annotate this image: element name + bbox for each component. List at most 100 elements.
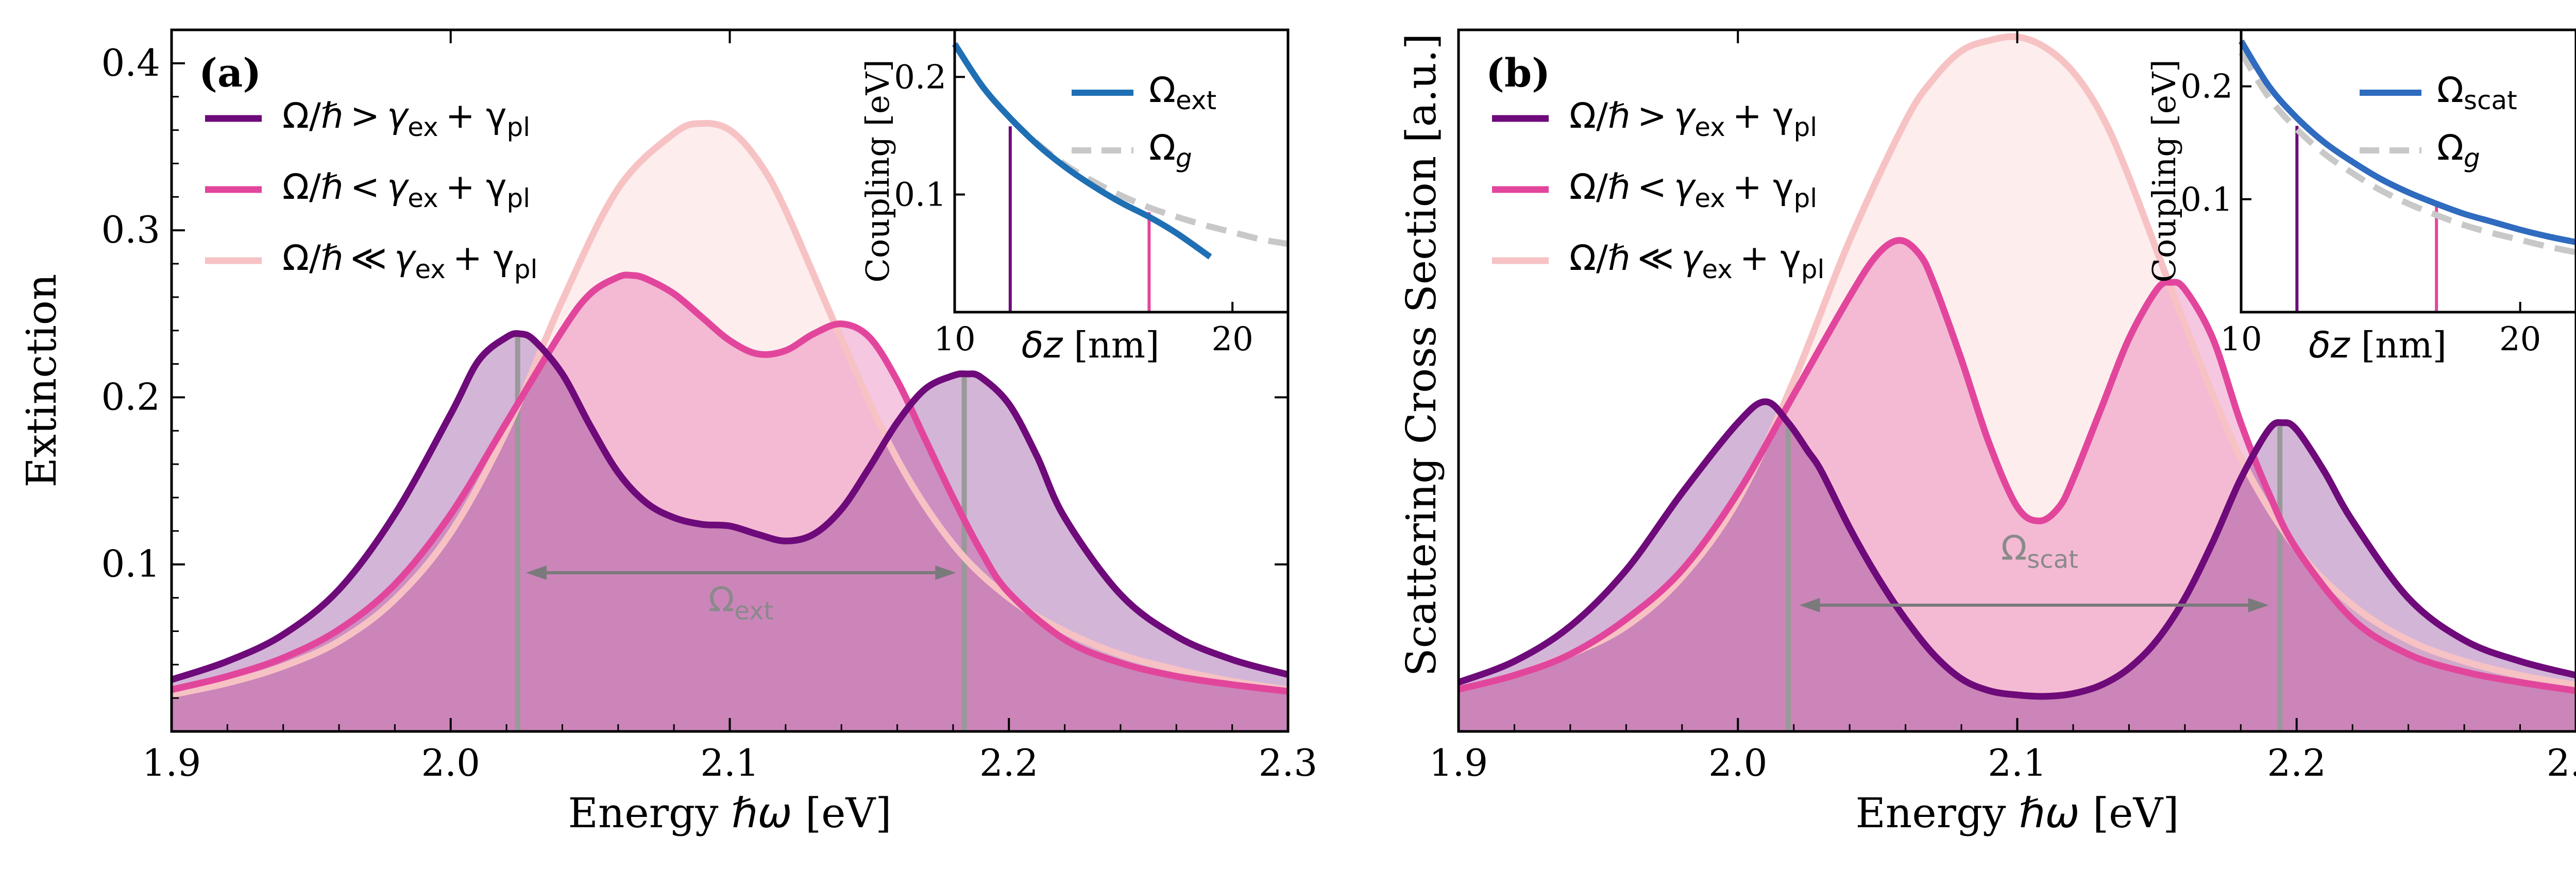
inset-x-axis-unit: [nm] bbox=[2350, 324, 2447, 366]
inset-x-tick-label: 20 bbox=[1211, 320, 1253, 358]
legend-sub1: ex bbox=[408, 112, 438, 142]
legend-relation: ≪ bbox=[350, 238, 387, 279]
legend-relation: > bbox=[1637, 96, 1667, 136]
panel-label: (a) bbox=[199, 50, 261, 96]
legend-relation: < bbox=[350, 167, 380, 208]
splitting-label: Ωscat bbox=[2001, 528, 2078, 574]
series-line-weak bbox=[171, 119, 1289, 698]
legend-sub1: ex bbox=[408, 183, 438, 213]
x-axis-label: Energy ℏω [eV] bbox=[1855, 789, 2179, 837]
x-tick-label: 2.3 bbox=[1259, 741, 1318, 784]
x-axis-label-symbol: ℏω bbox=[732, 789, 792, 837]
x-tick-label: 2.2 bbox=[979, 741, 1039, 784]
panel-label: (b) bbox=[1486, 50, 1550, 96]
legend-sub2: pl bbox=[514, 254, 538, 284]
legend-sub1: ex bbox=[1702, 254, 1732, 284]
legend-plus: + γ bbox=[1740, 238, 1801, 279]
legend-label-strong: Ω/ℏ > γex + γpl bbox=[1569, 96, 1817, 142]
inset-series-omega-main bbox=[952, 42, 1212, 260]
inset-legend-sub: g bbox=[2464, 143, 2480, 173]
legend-plus: + γ bbox=[446, 96, 507, 136]
panel-b: Ωscat 1.9 2.0 2.1 2.2 2.3 Energy ℏω [eV] Scatte… bbox=[1397, 28, 2576, 837]
legend-rhs: γ bbox=[387, 167, 410, 208]
x-axis-label-unit: [eV] bbox=[792, 789, 892, 837]
inset-x-axis-symbol: δz bbox=[2309, 324, 2351, 366]
inset-y-tick-label: 0.2 bbox=[894, 58, 946, 96]
inset-y-tick-label: 0.1 bbox=[894, 176, 946, 214]
splitting-arrow-head-left bbox=[526, 565, 547, 580]
legend-lhs: Ω/ℏ bbox=[1569, 96, 1630, 136]
inset-a: 10 20 0.1 0.2 δz [nm] Coupling [eV] Ωext Ωg bbox=[859, 28, 1290, 366]
x-axis-label-main: Energy bbox=[568, 789, 731, 837]
inset-y-axis-label: Coupling [eV] bbox=[859, 59, 896, 282]
inset-legend-sub: g bbox=[1176, 143, 1192, 173]
splitting-label-sub: ext bbox=[734, 597, 773, 626]
inset-frame bbox=[2240, 28, 2576, 314]
inset-legend-label: Ωext bbox=[1149, 70, 1216, 115]
series-line-intermediate bbox=[171, 271, 1289, 695]
legend-label-weak: Ω/ℏ ≪ γex + γpl bbox=[282, 238, 537, 284]
y-tick-label: 0.1 bbox=[101, 542, 160, 586]
area-weak bbox=[1459, 37, 2576, 731]
area-strong bbox=[172, 333, 1288, 731]
inset-x-axis-label: δz [nm] bbox=[1022, 324, 1160, 366]
inset-legend-main: Ω bbox=[2437, 70, 2464, 111]
y-tick-label: 0.3 bbox=[101, 208, 160, 251]
x-axis-label-unit: [eV] bbox=[2080, 789, 2179, 837]
area-weak bbox=[172, 123, 1288, 732]
legend-relation: < bbox=[1637, 167, 1667, 208]
x-tick-label: 1.9 bbox=[1429, 741, 1488, 784]
x-tick-label: 2.0 bbox=[421, 741, 480, 784]
series-line-strong bbox=[1457, 398, 2576, 700]
legend-sub1: ex bbox=[1694, 183, 1725, 213]
legend-rhs: γ bbox=[387, 96, 410, 136]
inset-legend-label: Ωscat bbox=[2437, 70, 2517, 115]
legend-relation: ≪ bbox=[1637, 238, 1674, 279]
inset-y-tick-label: 0.1 bbox=[2180, 181, 2233, 219]
legend-label-strong: Ω/ℏ > γex + γpl bbox=[282, 96, 530, 142]
splitting-arrow-head-right bbox=[935, 565, 956, 580]
inset-x-tick-label: 10 bbox=[2220, 320, 2262, 358]
splitting-label-sub: scat bbox=[2027, 545, 2078, 574]
inset-series-omega-g bbox=[2238, 50, 2576, 255]
legend-lhs: Ω/ℏ bbox=[1569, 238, 1630, 279]
x-tick-label: 2.1 bbox=[1988, 741, 2047, 784]
legend-label-intermediate: Ω/ℏ < γex + γpl bbox=[1569, 167, 1817, 213]
legend-rhs: γ bbox=[1674, 167, 1697, 208]
inset-background bbox=[2241, 30, 2576, 312]
x-axis-label: Energy ℏω [eV] bbox=[568, 789, 891, 837]
splitting-arrow-head-right bbox=[2248, 597, 2269, 612]
y-axis-label: Extinction bbox=[18, 274, 65, 488]
legend-sub2: pl bbox=[1794, 183, 1818, 213]
legend-plus: + γ bbox=[446, 167, 507, 208]
inset-x-tick-label: 10 bbox=[934, 320, 975, 358]
inset-legend-main: Ω bbox=[1149, 128, 1176, 168]
legend-rhs: γ bbox=[394, 238, 417, 279]
x-axis-label-symbol: ℏω bbox=[2019, 789, 2080, 837]
legend-label-intermediate: Ω/ℏ < γex + γpl bbox=[282, 167, 530, 213]
inset-legend-sub: scat bbox=[2464, 86, 2517, 115]
legend-label-weak: Ω/ℏ ≪ γex + γpl bbox=[1569, 238, 1824, 284]
inset-x-axis-symbol: δz bbox=[1022, 324, 1064, 366]
legend-sub2: pl bbox=[507, 183, 531, 213]
series-line-intermediate bbox=[1458, 237, 2576, 694]
x-tick-label: 2.2 bbox=[2267, 741, 2326, 784]
x-tick-label: 2.1 bbox=[700, 741, 759, 784]
legend-lhs: Ω/ℏ bbox=[282, 238, 343, 279]
x-axis-label-main: Energy bbox=[1855, 789, 2019, 837]
inset-legend-sub: ext bbox=[1176, 86, 1216, 115]
legend-lhs: Ω/ℏ bbox=[282, 96, 343, 136]
inset-x-axis-unit: [nm] bbox=[1062, 324, 1159, 366]
inset-legend-label: Ωg bbox=[2437, 128, 2480, 173]
legend-rhs: γ bbox=[1681, 238, 1704, 279]
inset-legend-label: Ωg bbox=[1149, 128, 1192, 173]
series-line-strong bbox=[170, 330, 1289, 683]
legend-relation: > bbox=[350, 96, 380, 136]
y-axis-label: Scattering Cross Section [a.u.] bbox=[1397, 33, 1445, 676]
inset-legend-main: Ω bbox=[2437, 128, 2464, 168]
legend-sub2: pl bbox=[1801, 254, 1825, 284]
inset-y-tick-label: 0.2 bbox=[2180, 68, 2233, 106]
x-tick-label: 2.3 bbox=[2547, 741, 2576, 784]
splitting-arrow-head-left bbox=[1799, 597, 1820, 612]
